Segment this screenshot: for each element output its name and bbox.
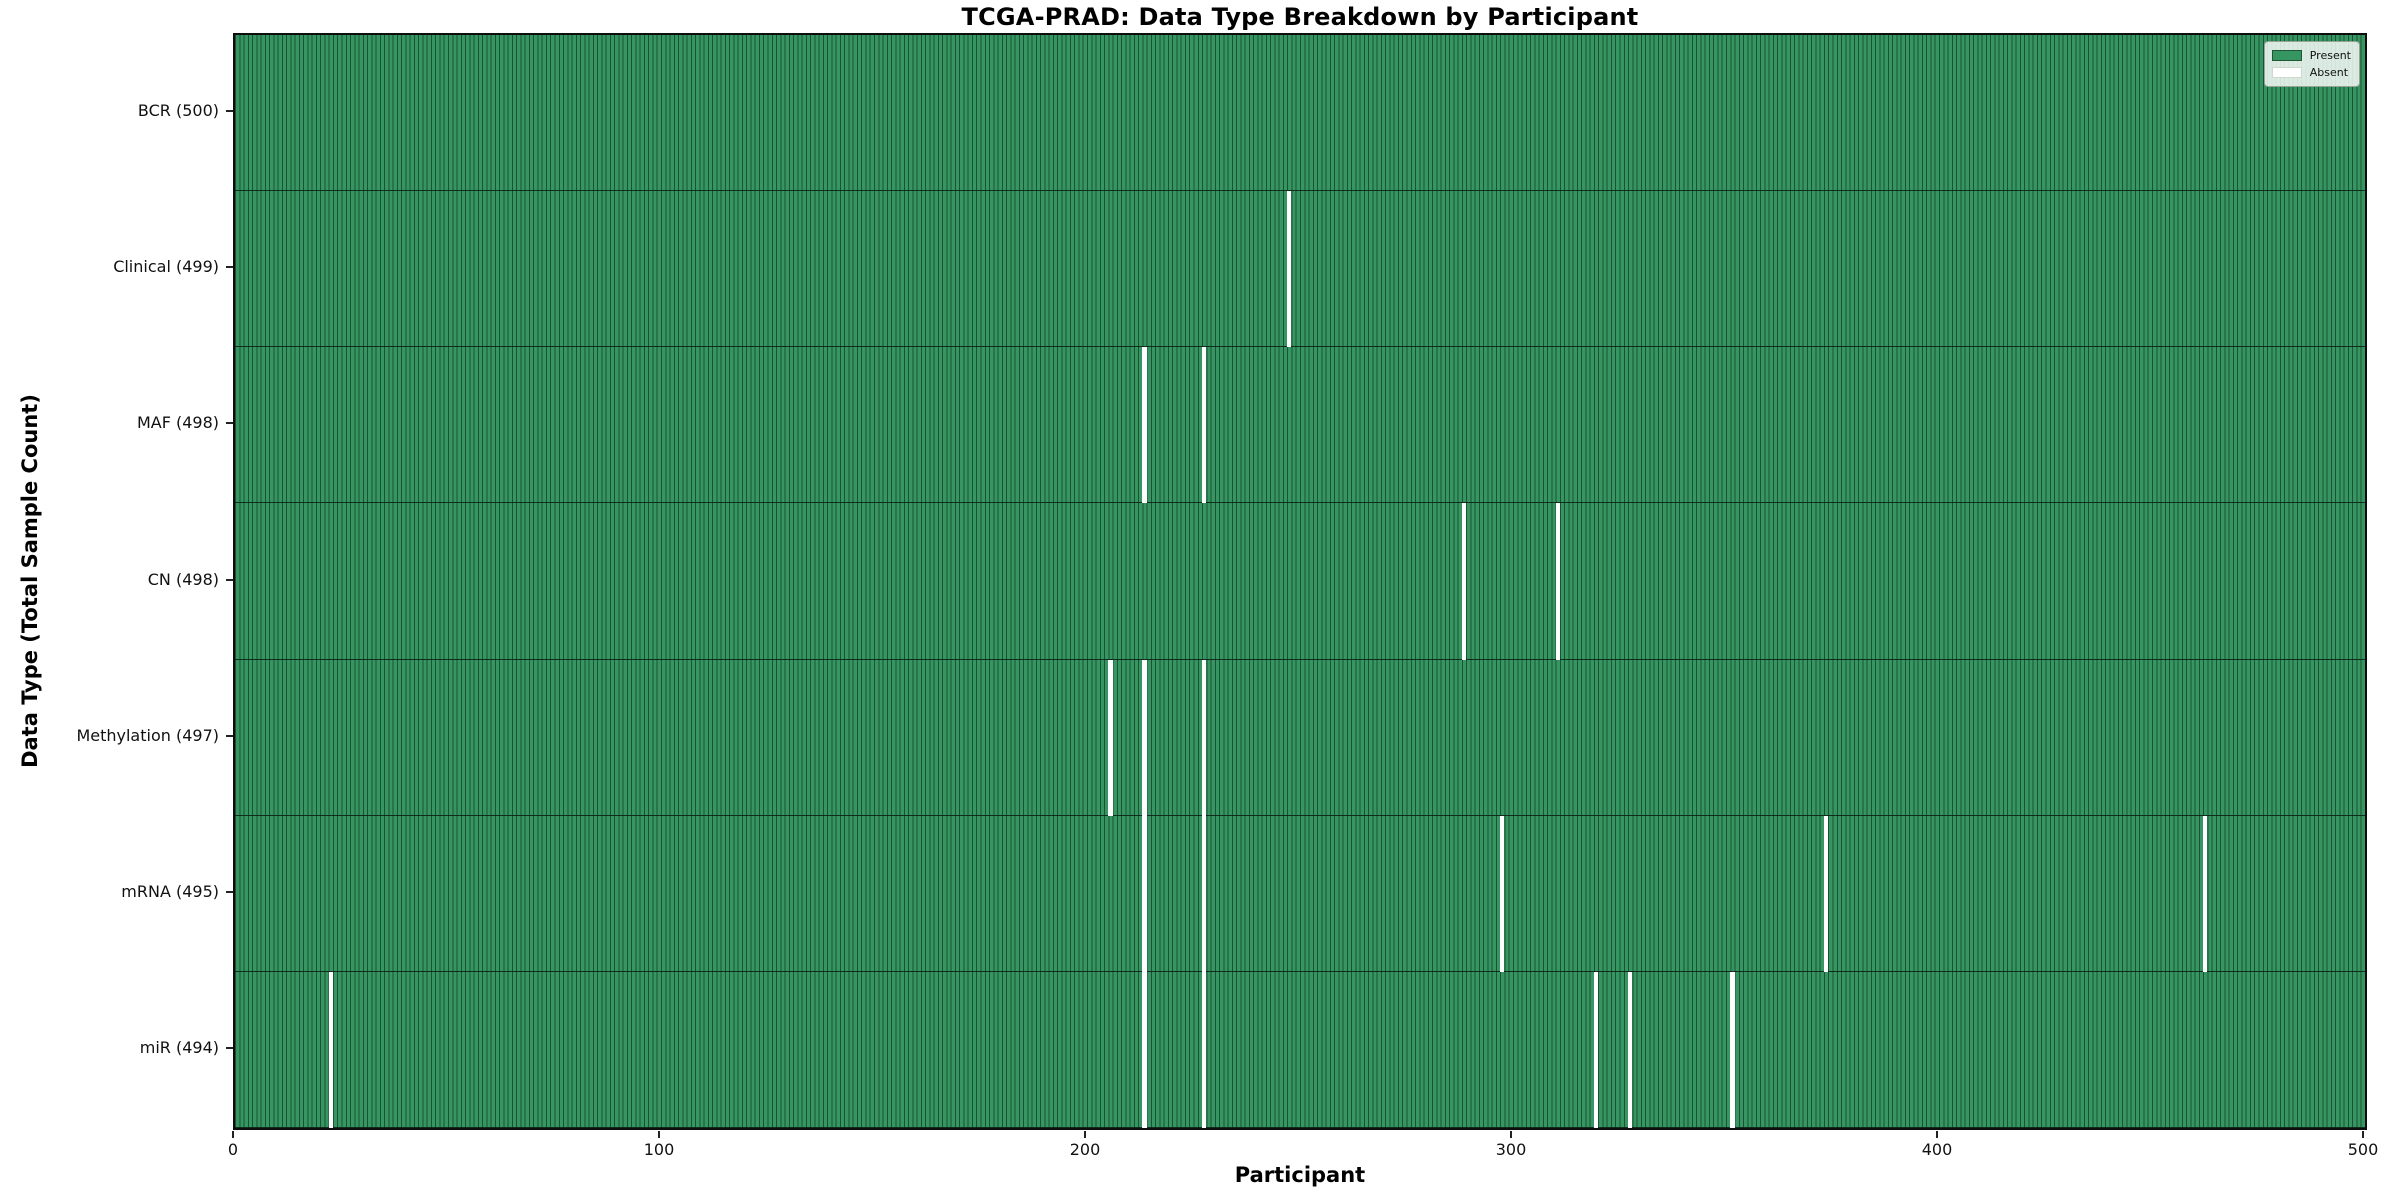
absent-gap [1142, 971, 1147, 1128]
heatmap-row-maf [235, 347, 2365, 504]
absent-gap [1730, 971, 1735, 1128]
absent-gap [1202, 815, 1207, 972]
x-tick-label: 500 [2347, 1140, 2379, 1159]
x-tick-mark [232, 1131, 234, 1138]
x-tick-label: 400 [1921, 1140, 1953, 1159]
legend-label-present: Present [2309, 49, 2351, 62]
heatmap-rows [235, 35, 2365, 1128]
x-tick-label: 300 [1495, 1140, 1527, 1159]
absent-gap [1142, 347, 1147, 504]
y-tick-mark [226, 266, 233, 269]
heatmap-row-bcr [235, 35, 2365, 192]
y-tick-label: mRNA (495) [121, 881, 219, 901]
heatmap-row-methylation [235, 659, 2365, 816]
absent-gap [1108, 659, 1113, 816]
heatmap-row-clinical [235, 191, 2365, 348]
absent-gap [1555, 503, 1560, 660]
absent-gap [2203, 815, 2208, 972]
absent-gap [1628, 971, 1633, 1128]
y-tick-mark [226, 578, 233, 581]
chart-title: TCGA-PRAD: Data Type Breakdown by Partic… [961, 3, 1639, 31]
heatmap-row-mrna [235, 815, 2365, 972]
heatmap-row-cn [235, 503, 2365, 660]
absent-gap [1142, 815, 1147, 972]
x-tick-label: 200 [1069, 1140, 1101, 1159]
y-tick-mark [226, 1046, 233, 1049]
y-tick-label: BCR (500) [137, 101, 219, 121]
y-tick-label: MAF (498) [136, 413, 219, 433]
x-tick-mark [658, 1131, 660, 1138]
y-tick-mark [226, 422, 233, 425]
legend-swatch-absent-icon [2271, 67, 2302, 78]
x-tick-mark [1936, 1131, 1938, 1138]
legend-item-present: Present [2271, 47, 2351, 64]
absent-gap [1593, 971, 1599, 1128]
plot-area: Present Absent [233, 33, 2367, 1130]
y-tick-mark [226, 110, 233, 113]
x-tick-mark [1510, 1131, 1512, 1138]
y-tick-mark [226, 734, 233, 737]
legend: Present Absent [2263, 41, 2360, 87]
x-tick-mark [2362, 1131, 2364, 1138]
absent-gap [1461, 503, 1467, 660]
absent-gap [1202, 971, 1207, 1128]
absent-gap [1287, 191, 1292, 348]
x-axis-label: Participant [1234, 1163, 1366, 1187]
absent-gap [1142, 659, 1147, 816]
y-tick-label: miR (494) [139, 1037, 219, 1057]
x-tick-mark [1084, 1131, 1086, 1138]
y-tick-label: Methylation (497) [76, 725, 219, 745]
y-tick-label: CN (498) [147, 569, 219, 589]
heatmap-row-mir [235, 971, 2365, 1128]
legend-label-absent: Absent [2309, 66, 2349, 79]
legend-swatch-present-icon [2271, 50, 2302, 61]
absent-gap [1202, 659, 1207, 816]
absent-gap [1823, 815, 1829, 972]
absent-gap [1500, 815, 1505, 972]
x-tick-label: 0 [227, 1140, 239, 1159]
x-tick-label: 100 [643, 1140, 675, 1159]
y-tick-label: Clinical (499) [113, 257, 219, 277]
y-tick-mark [226, 890, 233, 893]
absent-gap [328, 971, 333, 1128]
absent-gap [1202, 347, 1207, 504]
legend-item-absent: Absent [2271, 64, 2351, 81]
